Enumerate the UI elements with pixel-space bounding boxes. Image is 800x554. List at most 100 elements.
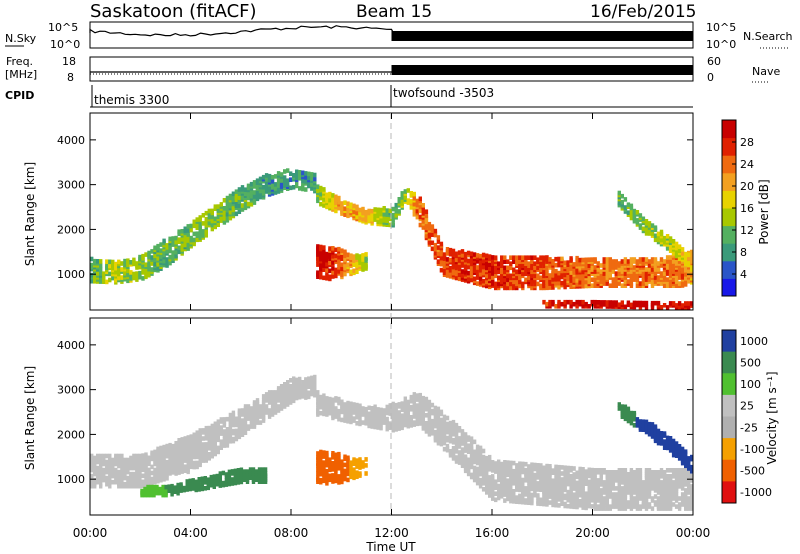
velocity-cell xyxy=(334,396,338,401)
velocity-cell xyxy=(608,470,612,475)
power-cell xyxy=(415,214,419,220)
velocity-cell xyxy=(397,424,401,429)
power-cell xyxy=(463,251,468,257)
velocity-cell xyxy=(129,471,133,477)
power-cell xyxy=(650,267,655,272)
velocity-cell xyxy=(687,476,691,481)
velocity-cell xyxy=(168,442,172,448)
power-cell xyxy=(325,255,329,261)
velocity-cell xyxy=(497,465,501,471)
power-cell xyxy=(641,279,646,284)
power-cell xyxy=(334,208,338,214)
power-cell xyxy=(632,208,637,214)
power-cell xyxy=(246,201,251,207)
velocity-cell xyxy=(370,406,374,411)
power-cell xyxy=(557,280,561,286)
power-cell xyxy=(313,172,317,178)
velocity-cell xyxy=(415,393,419,398)
velocity-cell xyxy=(596,478,600,483)
velocity-cell xyxy=(117,473,121,479)
velocity-cell xyxy=(150,456,154,462)
power-cell xyxy=(340,248,344,253)
velocity-cell xyxy=(614,486,618,491)
velocity-cell xyxy=(485,474,489,479)
velocity-cell xyxy=(264,408,269,413)
velocity-cell xyxy=(349,470,353,476)
power-cell xyxy=(364,209,368,215)
velocity-cell xyxy=(135,467,139,473)
velocity-cell xyxy=(548,492,552,497)
power-cell xyxy=(530,279,534,285)
velocity-cell xyxy=(524,478,528,483)
power-cell xyxy=(590,299,594,305)
velocity-cell xyxy=(198,456,202,461)
velocity-cell xyxy=(418,399,422,404)
velocity-cell xyxy=(114,467,118,473)
velocity-cell xyxy=(310,391,314,397)
power-cell xyxy=(545,285,549,291)
power-cell xyxy=(328,274,332,280)
velocity-cell xyxy=(617,468,621,473)
velocity-cell xyxy=(90,465,94,471)
power-cell xyxy=(572,276,576,281)
velocity-cell xyxy=(213,435,217,441)
velocity-cell xyxy=(448,428,453,434)
velocity-cell xyxy=(587,501,591,507)
velocity-cell xyxy=(578,466,582,472)
power-cell xyxy=(243,187,248,192)
power-cell xyxy=(249,189,254,195)
velocity-cell xyxy=(536,493,540,498)
power-cell xyxy=(102,277,106,282)
velocity-cell xyxy=(599,488,603,493)
velocity-cell xyxy=(611,492,615,497)
velocity-cell xyxy=(563,465,567,470)
velocity-cell xyxy=(255,406,260,411)
velocity-cell xyxy=(123,457,127,463)
velocity-cell xyxy=(207,452,211,457)
power-cell xyxy=(575,255,579,261)
velocity-cell xyxy=(617,492,621,497)
power-cell xyxy=(488,274,492,280)
power-cell xyxy=(177,245,181,251)
velocity-cell xyxy=(415,421,419,427)
velocity-cell xyxy=(165,472,169,477)
power-cell xyxy=(533,281,537,287)
velocity-cell xyxy=(457,450,462,455)
velocity-cell xyxy=(156,458,160,464)
power-cell xyxy=(189,223,193,229)
velocity-cell xyxy=(129,455,133,461)
power-cell xyxy=(201,229,205,234)
power-cell xyxy=(475,281,480,286)
velocity-cell xyxy=(185,479,189,484)
power-cell xyxy=(629,257,634,262)
power-cell xyxy=(684,268,688,273)
velocity-cell xyxy=(581,503,585,508)
velocity-cell xyxy=(340,459,344,464)
velocity-cell xyxy=(198,460,202,466)
velocity-cell xyxy=(494,469,498,474)
velocity-cell xyxy=(210,423,214,429)
velocity-cell xyxy=(638,484,643,489)
velocity-cell xyxy=(147,467,151,473)
velocity-cell xyxy=(213,451,217,457)
power-cell xyxy=(494,281,498,287)
velocity-cell xyxy=(168,471,172,476)
velocity-cell xyxy=(605,470,609,475)
power-cell xyxy=(168,236,172,242)
velocity-cell xyxy=(289,384,293,389)
power-cell xyxy=(620,199,624,205)
velocity-cell xyxy=(584,501,588,507)
velocity-cell xyxy=(90,453,94,459)
velocity-cell xyxy=(671,502,676,507)
power-cell xyxy=(261,184,266,190)
velocity-cell xyxy=(641,500,646,505)
velocity-cell xyxy=(635,488,640,493)
velocity-cell xyxy=(629,498,634,503)
velocity-cell xyxy=(460,447,465,452)
power-cell xyxy=(210,226,214,232)
velocity-cell xyxy=(560,465,564,470)
velocity-cell xyxy=(120,479,124,485)
power-cell xyxy=(289,171,293,176)
velocity-cell xyxy=(243,424,248,429)
